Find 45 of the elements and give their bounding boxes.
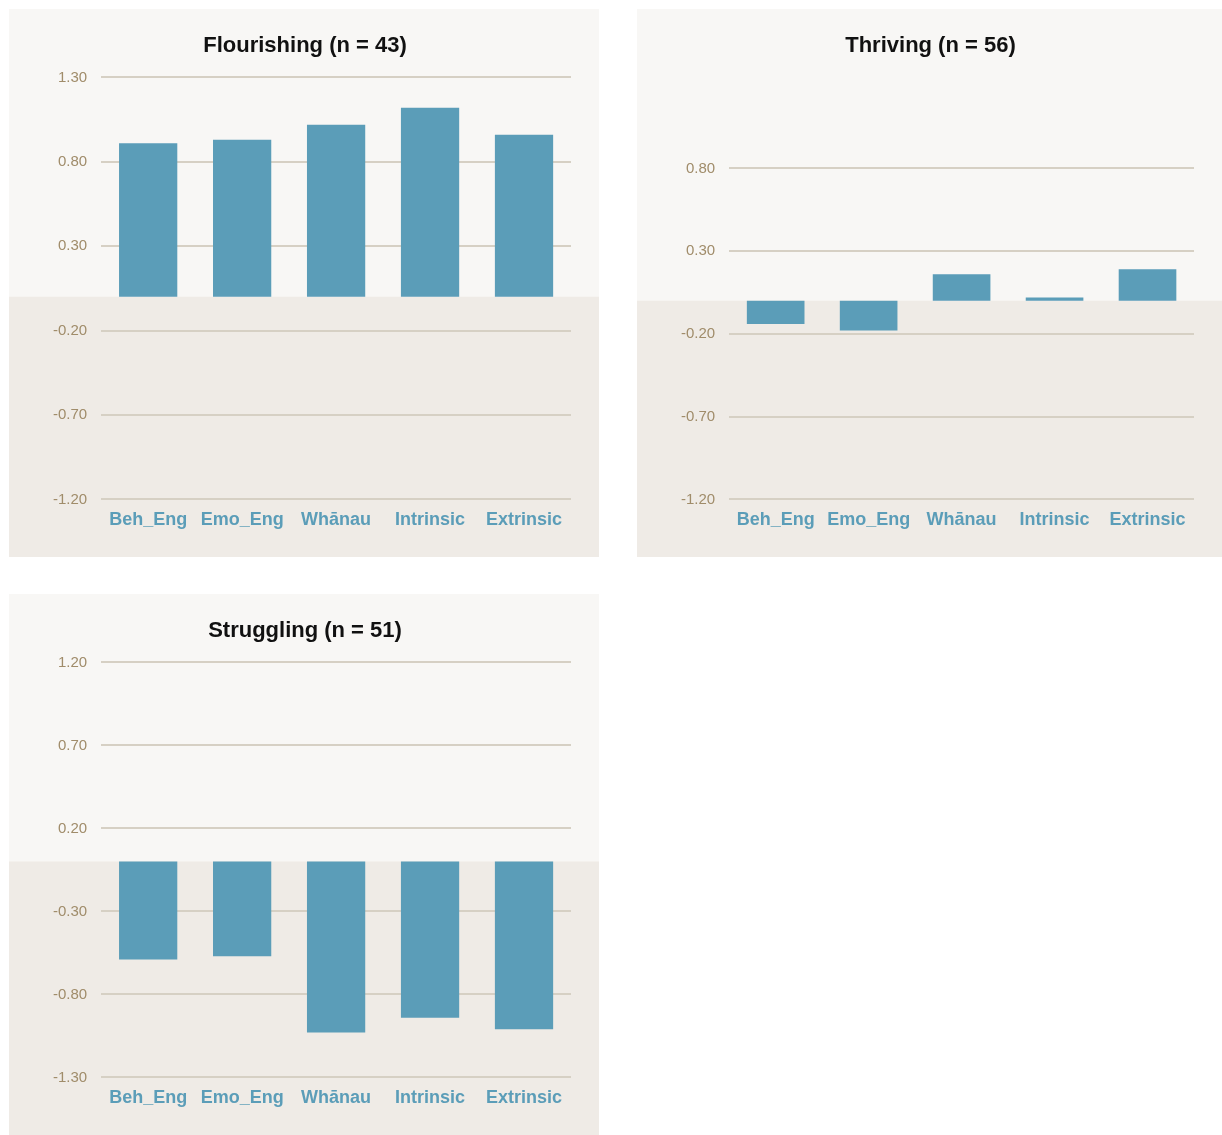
x-tick-label: Beh_Eng bbox=[109, 1087, 188, 1108]
y-tick-label: -0.20 bbox=[52, 320, 88, 338]
bar bbox=[119, 143, 178, 297]
x-tick-label: Extrinsic bbox=[486, 509, 563, 530]
x-tick-label: Whānau bbox=[926, 509, 997, 530]
chart-title: Thriving (n = 56) bbox=[845, 32, 1016, 58]
bar bbox=[746, 300, 805, 324]
y-tick-label: 0.80 bbox=[685, 158, 716, 176]
bar bbox=[494, 134, 554, 297]
y-tick-label: 1.20 bbox=[57, 652, 88, 670]
y-tick-label: -0.80 bbox=[52, 984, 88, 1002]
bar bbox=[839, 300, 898, 331]
y-tick-label: 1.30 bbox=[57, 67, 88, 85]
bar bbox=[1025, 297, 1084, 301]
y-tick-label: -1.30 bbox=[52, 1067, 88, 1085]
x-tick-label: Emo_Eng bbox=[827, 509, 911, 530]
x-tick-label: Extrinsic bbox=[1109, 509, 1186, 530]
x-tick-label: Whānau bbox=[301, 1087, 372, 1108]
y-tick-label: 0.80 bbox=[57, 151, 88, 169]
x-tick-label: Intrinsic bbox=[395, 509, 466, 530]
y-tick-label: -0.70 bbox=[680, 406, 716, 424]
x-tick-label: Intrinsic bbox=[1019, 509, 1090, 530]
bar bbox=[213, 139, 272, 297]
y-tick-label: -1.20 bbox=[680, 489, 716, 507]
y-tick-label: -0.20 bbox=[680, 324, 716, 342]
chart-title: Struggling (n = 51) bbox=[208, 617, 402, 643]
chart-title: Flourishing (n = 43) bbox=[203, 32, 407, 58]
y-tick-label: 0.20 bbox=[57, 818, 88, 836]
x-tick-label: Whānau bbox=[301, 509, 372, 530]
x-tick-label: Emo_Eng bbox=[200, 509, 284, 530]
bar bbox=[306, 124, 366, 297]
y-tick-label: 0.70 bbox=[57, 735, 88, 753]
bar bbox=[400, 107, 460, 297]
y-tick-label: 0.30 bbox=[57, 236, 88, 254]
bar bbox=[1118, 269, 1177, 301]
y-tick-label: -0.30 bbox=[52, 901, 88, 919]
x-tick-label: Intrinsic bbox=[395, 1087, 466, 1108]
y-tick-label: -1.20 bbox=[52, 489, 88, 507]
x-tick-label: Extrinsic bbox=[486, 1087, 563, 1108]
x-tick-label: Beh_Eng bbox=[736, 509, 815, 530]
y-tick-label: -0.70 bbox=[52, 405, 88, 423]
bar bbox=[932, 274, 991, 301]
x-tick-label: Beh_Eng bbox=[109, 509, 188, 530]
x-tick-label: Emo_Eng bbox=[200, 1087, 284, 1108]
y-tick-label: 0.30 bbox=[685, 241, 716, 259]
